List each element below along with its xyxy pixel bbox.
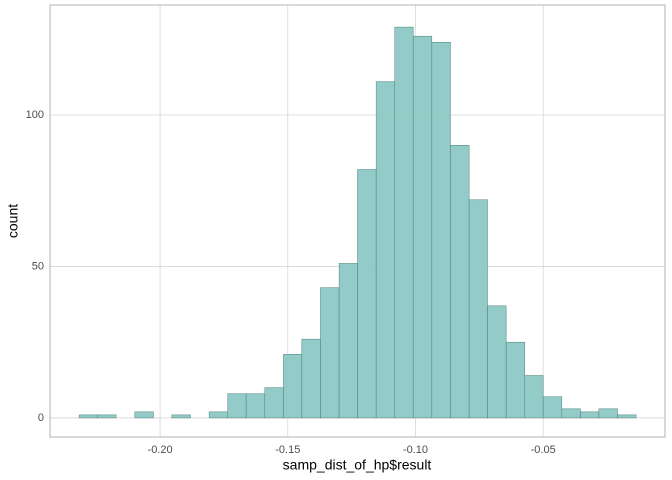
bar xyxy=(171,414,191,419)
panel-border xyxy=(49,4,666,438)
bar xyxy=(487,305,507,419)
bar xyxy=(617,414,637,419)
bar xyxy=(283,354,303,419)
bar xyxy=(450,145,470,419)
bar xyxy=(227,393,247,419)
bar xyxy=(264,387,284,419)
bar xyxy=(561,408,581,419)
bar xyxy=(208,411,229,419)
bar xyxy=(412,35,433,419)
bar xyxy=(394,26,414,419)
x-tick-label: -0.20 xyxy=(148,444,173,456)
x-axis-title: samp_dist_of_hp$result xyxy=(283,457,432,473)
bar xyxy=(375,81,396,419)
bar xyxy=(245,393,266,419)
bar xyxy=(320,287,340,419)
bar xyxy=(598,408,618,419)
bar xyxy=(580,411,600,419)
bar xyxy=(524,375,544,419)
bar xyxy=(338,263,358,419)
y-tick-label: 50 xyxy=(32,260,44,272)
bar xyxy=(542,396,563,419)
bar xyxy=(301,338,321,419)
bar xyxy=(505,341,526,419)
bar xyxy=(78,414,99,419)
x-tick-label: -0.05 xyxy=(531,444,556,456)
bar xyxy=(134,411,154,419)
bar xyxy=(431,42,451,419)
bar xyxy=(97,414,117,419)
bar xyxy=(357,169,377,419)
x-tick-label: -0.10 xyxy=(403,444,428,456)
y-tick-label: 100 xyxy=(26,109,44,121)
x-tick-label: -0.15 xyxy=(275,444,300,456)
y-axis-title: count xyxy=(5,204,21,238)
y-tick-label: 0 xyxy=(38,412,44,424)
bar xyxy=(468,199,488,419)
